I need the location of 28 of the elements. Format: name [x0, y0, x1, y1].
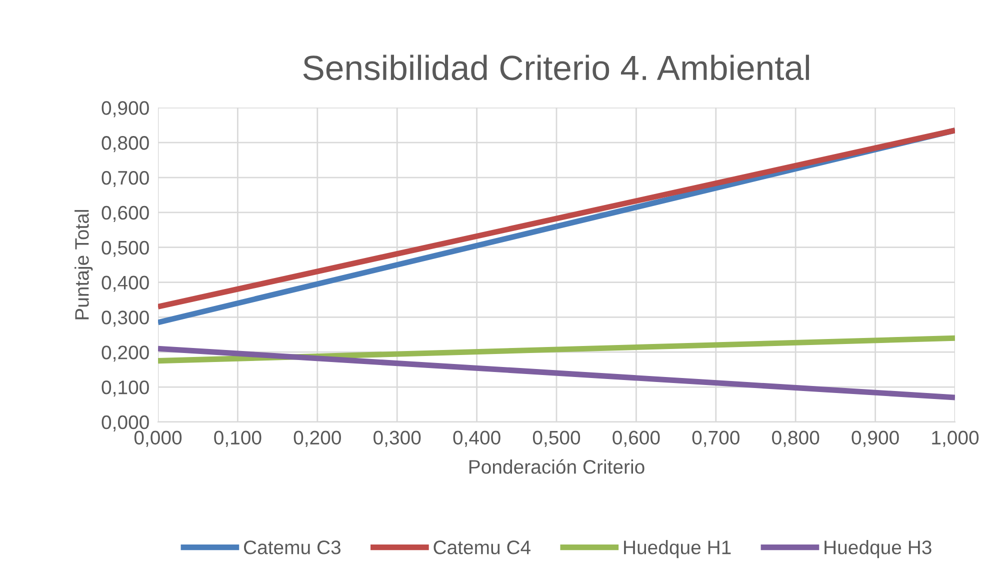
- y-tick-label: 0,400: [102, 276, 149, 292]
- legend-label: Catemu C3: [244, 540, 340, 554]
- x-tick-label: 0,600: [612, 430, 660, 447]
- x-tick-label: 0,100: [214, 430, 262, 447]
- x-tick-label: 1,000: [932, 430, 979, 447]
- legend-label: Huedque H3: [824, 540, 932, 558]
- x-tick-label: 0,400: [453, 430, 500, 447]
- y-tick-label: 0,800: [102, 136, 149, 152]
- x-tick-label: 0,700: [692, 430, 740, 447]
- x-tick-label: 0,500: [532, 430, 580, 447]
- x-axis-title: Ponderación Criterio: [469, 459, 644, 474]
- y-tick-label: 0,300: [102, 310, 149, 327]
- y-tick-label: 0,900: [102, 101, 149, 118]
- y-tick-label: 0,600: [102, 206, 149, 222]
- x-tick-label: 0,000: [134, 430, 182, 447]
- y-tick-label: 0,000: [102, 415, 149, 432]
- chart-title: Sensibilidad Criterio 4. Ambiental: [303, 54, 809, 80]
- x-tick-label: 0,200: [294, 430, 341, 447]
- legend-label: Catemu C4: [434, 540, 531, 554]
- x-tick-label: 0,800: [772, 430, 820, 447]
- legend-label: Huedque H1: [624, 540, 731, 558]
- y-tick-label: 0,200: [102, 346, 149, 362]
- x-tick-label: 0,300: [374, 430, 421, 447]
- y-axis-title: Puntaje Total: [74, 210, 93, 320]
- y-tick-label: 0,100: [102, 380, 149, 397]
- y-tick-label: 0,500: [102, 240, 149, 257]
- x-tick-label: 0,900: [852, 430, 899, 447]
- y-tick-label: 0,700: [102, 170, 149, 188]
